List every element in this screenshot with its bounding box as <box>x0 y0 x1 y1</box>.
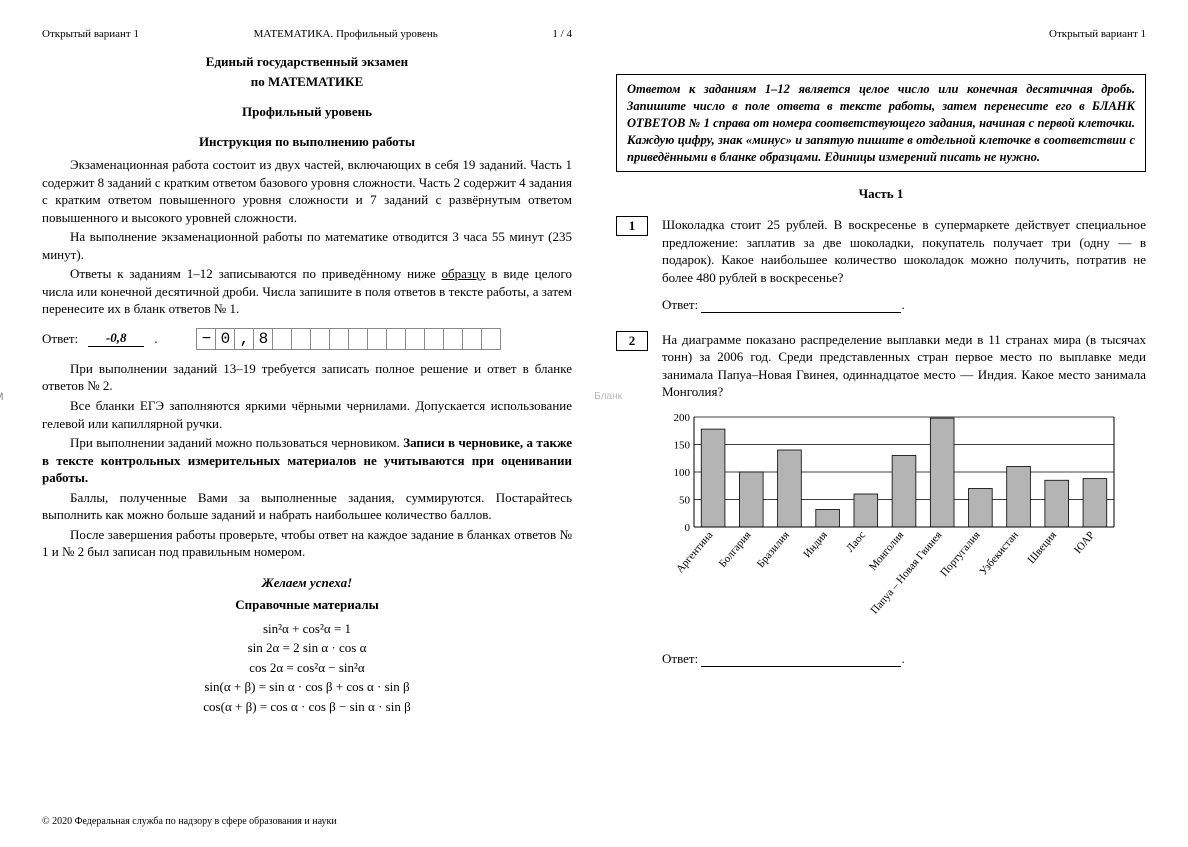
para-3: Ответы к заданиям 1–12 записываются по п… <box>42 265 572 318</box>
svg-text:Папуа – Новая Гвинея: Папуа – Новая Гвинея <box>869 529 945 616</box>
sample-word: образцу <box>442 266 486 281</box>
answer-value: -0,8 <box>88 330 144 347</box>
wish: Желаем успеха! <box>42 575 572 591</box>
svg-text:Монголия: Монголия <box>867 529 906 573</box>
formula: sin 2α = 2 sin α · cos α <box>42 638 572 658</box>
answer-cell <box>424 328 444 350</box>
task-2: 2 На диаграмме показано распределение вы… <box>616 331 1146 401</box>
kim-label: КИМ <box>0 391 3 403</box>
svg-text:Аргентина: Аргентина <box>674 529 715 575</box>
exam-title-2: по МАТЕМАТИКЕ <box>42 74 572 90</box>
subject-label: МАТЕМАТИКА. Профильный уровень <box>254 28 438 40</box>
svg-text:Бразилия: Бразилия <box>755 529 792 570</box>
para-8: После завершения работы проверьте, чтобы… <box>42 526 572 561</box>
svg-text:Швеция: Швеция <box>1025 529 1059 566</box>
answer-cell <box>462 328 482 350</box>
task-1-answer: Ответ: . <box>662 297 1146 313</box>
para-5: Все бланки ЕГЭ заполняются яркими чёрным… <box>42 397 572 432</box>
para-6: При выполнении заданий можно пользоватьс… <box>42 434 572 487</box>
answer-cell <box>443 328 463 350</box>
copyright: © 2020 Федеральная служба по надзору в с… <box>42 816 337 827</box>
answer-word-2: Ответ: <box>662 651 698 666</box>
formula: cos(α + β) = cos α · cos β − sin α · sin… <box>42 697 572 717</box>
reference-title: Справочные материалы <box>42 597 572 613</box>
answer-blank-2[interactable] <box>701 655 901 667</box>
page-number: 1 / 4 <box>552 28 572 40</box>
para-7: Баллы, полученные Вами за выполненные за… <box>42 489 572 524</box>
svg-text:200: 200 <box>674 412 691 424</box>
formula: cos 2α = cos²α − sin²α <box>42 658 572 678</box>
svg-text:Болгария: Болгария <box>717 529 754 570</box>
right-page: Открытый вариант 1 Ответом к заданиям 1–… <box>594 28 1168 827</box>
answer-cell <box>310 328 330 350</box>
svg-text:Португалия: Португалия <box>938 529 982 579</box>
chart-svg: 0 50 100 150 200 АргентинаБолгарияБразилия Инд… <box>662 411 1122 641</box>
task-1: 1 Шоколадка стоит 25 рублей. В воскресен… <box>616 216 1146 286</box>
sample-answer-row: Ответ: -0,8. −0,8 <box>42 328 572 350</box>
bar-chart: 0 50 100 150 200 АргентинаБолгарияБразилия Инд… <box>662 411 1146 645</box>
svg-text:Лаос: Лаос <box>844 529 868 554</box>
right-header: Открытый вариант 1 <box>616 28 1146 40</box>
svg-text:0: 0 <box>685 522 691 534</box>
answer-cell: 8 <box>253 328 273 350</box>
answer-cell <box>405 328 425 350</box>
svg-text:Узбекистан: Узбекистан <box>977 529 1021 578</box>
answer-cell: , <box>234 328 254 350</box>
left-header: Открытый вариант 1 МАТЕМАТИКА. Профильны… <box>42 28 572 40</box>
task-2-text: На диаграмме показано распределение выпл… <box>662 331 1146 401</box>
answer-cell <box>348 328 368 350</box>
para-1: Экзаменационная работа состоит из двух ч… <box>42 156 572 226</box>
task-2-number: 2 <box>616 331 648 351</box>
svg-text:50: 50 <box>679 494 691 506</box>
left-page: Открытый вариант 1 МАТЕМАТИКА. Профильны… <box>20 28 594 827</box>
instruction-title: Инструкция по выполнению работы <box>42 134 572 150</box>
answer-word-1: Ответ: <box>662 297 698 312</box>
exam-title-1: Единый государственный экзамен <box>42 54 572 70</box>
part-title: Часть 1 <box>616 186 1146 202</box>
answer-cell <box>367 328 387 350</box>
answer-cell: − <box>196 328 216 350</box>
answer-cell <box>272 328 292 350</box>
answer-label: Ответ: <box>42 331 78 347</box>
formula: sin(α + β) = sin α · cos β + cos α · sin… <box>42 677 572 697</box>
formula: sin²α + cos²α = 1 <box>42 619 572 639</box>
para-2: На выполнение экзаменационной работы по … <box>42 228 572 263</box>
svg-text:ЮАР: ЮАР <box>1072 529 1097 556</box>
svg-text:150: 150 <box>674 439 691 451</box>
svg-text:Индия: Индия <box>801 529 830 560</box>
answer-cell <box>386 328 406 350</box>
para-4: При выполнении заданий 13–19 требуется з… <box>42 360 572 395</box>
answer-blank-1[interactable] <box>701 301 901 313</box>
instruction-box: Ответом к заданиям 1–12 является целое ч… <box>616 74 1146 172</box>
answer-cell <box>481 328 501 350</box>
answer-cell <box>291 328 311 350</box>
answer-cell: 0 <box>215 328 235 350</box>
para-3a: Ответы к заданиям 1–12 записываются по п… <box>70 266 442 281</box>
task-2-answer: Ответ: . <box>662 651 1146 667</box>
answer-cell <box>329 328 349 350</box>
variant-label: Открытый вариант 1 <box>42 28 139 40</box>
level-title: Профильный уровень <box>42 104 572 120</box>
svg-text:100: 100 <box>674 467 691 479</box>
task-1-number: 1 <box>616 216 648 236</box>
answer-cells: −0,8 <box>197 328 501 350</box>
task-1-text: Шоколадка стоит 25 рублей. В воскресенье… <box>662 216 1146 286</box>
para-6a: При выполнении заданий можно пользоватьс… <box>70 435 403 450</box>
formulas: sin²α + cos²α = 1sin 2α = 2 sin α · cos … <box>42 619 572 717</box>
